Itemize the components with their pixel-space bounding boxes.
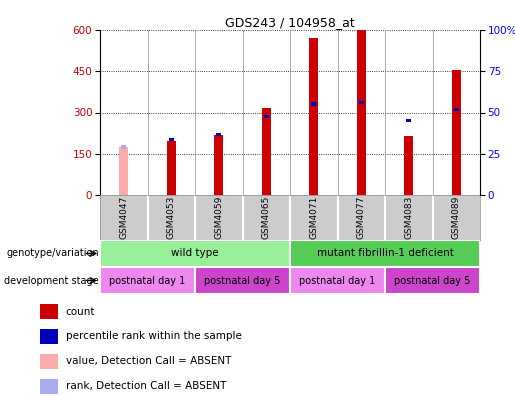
Text: development stage: development stage	[5, 276, 99, 286]
Bar	[264, 115, 269, 118]
Text: wild type: wild type	[171, 249, 219, 259]
Text: GSM4065: GSM4065	[262, 196, 271, 239]
Text: postnatal day 1: postnatal day 1	[299, 276, 375, 286]
Bar	[41, 354, 58, 369]
Bar	[119, 147, 128, 195]
Bar	[385, 267, 480, 294]
Bar	[169, 138, 174, 141]
Text: GSM4077: GSM4077	[357, 196, 366, 239]
Text: GSM4059: GSM4059	[214, 196, 223, 239]
Text: genotype/variation: genotype/variation	[6, 249, 99, 259]
Bar	[41, 304, 58, 319]
Bar	[100, 267, 195, 294]
Bar	[195, 267, 290, 294]
Bar	[216, 133, 221, 136]
Bar	[404, 136, 413, 195]
Bar	[41, 329, 58, 344]
Text: postnatal day 5: postnatal day 5	[204, 276, 281, 286]
Title: GDS243 / 104958_at: GDS243 / 104958_at	[225, 16, 355, 29]
Text: GSM4089: GSM4089	[452, 196, 461, 239]
Text: postnatal day 1: postnatal day 1	[109, 276, 185, 286]
Bar	[312, 102, 316, 106]
Bar	[357, 30, 366, 195]
Text: GSM4083: GSM4083	[404, 196, 413, 239]
Bar	[454, 108, 458, 111]
Text: GSM4047: GSM4047	[119, 196, 128, 239]
Text: rank, Detection Call = ABSENT: rank, Detection Call = ABSENT	[66, 381, 226, 391]
Text: value, Detection Call = ABSENT: value, Detection Call = ABSENT	[66, 356, 231, 366]
Bar	[290, 267, 385, 294]
Bar	[167, 141, 176, 195]
Bar	[122, 145, 126, 148]
Bar	[262, 109, 270, 195]
Bar	[310, 38, 318, 195]
Bar	[100, 240, 290, 267]
Bar	[290, 240, 480, 267]
Text: postnatal day 5: postnatal day 5	[394, 276, 471, 286]
Text: GSM4071: GSM4071	[309, 196, 318, 239]
Text: mutant fibrillin-1 deficient: mutant fibrillin-1 deficient	[317, 249, 453, 259]
Text: count: count	[66, 307, 95, 316]
Bar	[41, 379, 58, 394]
Bar	[452, 70, 460, 195]
Bar	[406, 119, 411, 122]
Bar	[359, 101, 364, 104]
Text: GSM4053: GSM4053	[167, 196, 176, 239]
Text: percentile rank within the sample: percentile rank within the sample	[66, 331, 242, 341]
Bar	[214, 135, 223, 195]
